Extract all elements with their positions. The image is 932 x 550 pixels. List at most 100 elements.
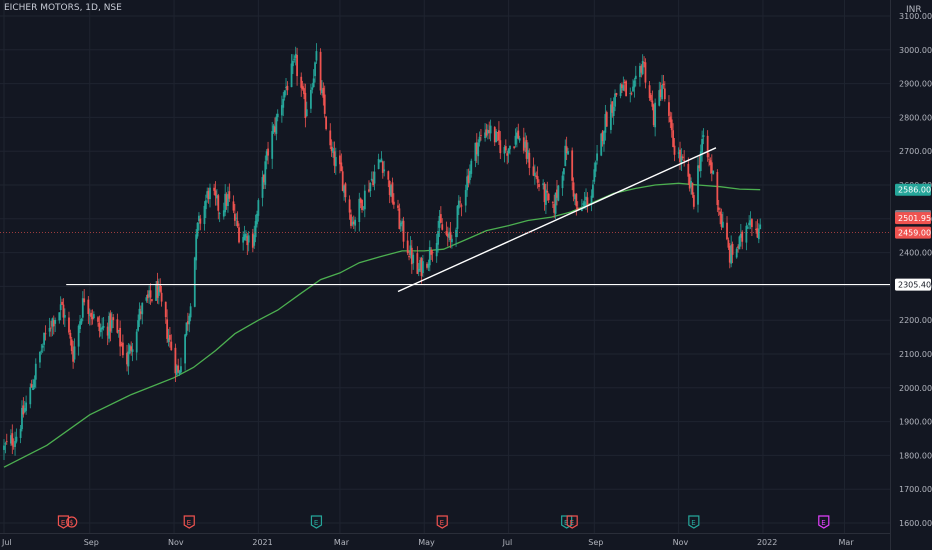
candle-body[interactable] [350, 214, 352, 226]
candle-body[interactable] [368, 189, 370, 192]
candle-body[interactable] [593, 169, 596, 182]
candle-body[interactable] [354, 219, 357, 226]
candle-body[interactable] [217, 195, 220, 211]
candle-body[interactable] [206, 191, 209, 198]
candle-body[interactable] [690, 181, 692, 187]
candle-body[interactable] [185, 322, 188, 336]
candle-body[interactable] [358, 198, 361, 222]
candle-body[interactable] [592, 184, 594, 198]
candle-body[interactable] [460, 205, 463, 207]
candle-body[interactable] [499, 140, 502, 154]
candle-body[interactable] [109, 313, 112, 332]
candle-body[interactable] [582, 203, 585, 205]
candle-body[interactable] [498, 130, 500, 141]
candle-body[interactable] [247, 235, 250, 243]
candle-body[interactable] [564, 145, 567, 167]
candle-body[interactable] [699, 151, 702, 172]
candle-body[interactable] [339, 155, 341, 165]
candle-body[interactable] [392, 201, 395, 205]
candle-body[interactable] [370, 178, 373, 181]
candle-body[interactable] [399, 222, 402, 227]
candle-body[interactable] [51, 318, 54, 327]
candle-body[interactable] [614, 93, 616, 107]
candle-body[interactable] [504, 146, 507, 151]
earnings-marker[interactable]: E [57, 515, 70, 529]
candle-body[interactable] [43, 332, 45, 345]
candle-body[interactable] [721, 221, 724, 228]
candle-body[interactable] [717, 207, 720, 210]
candle-body[interactable] [719, 211, 722, 215]
candle-body[interactable] [12, 445, 15, 447]
candle-body[interactable] [377, 159, 380, 170]
candle-body[interactable] [475, 142, 478, 155]
candle-body[interactable] [373, 171, 376, 184]
candle-body[interactable] [484, 132, 486, 139]
candle-body[interactable] [536, 176, 539, 183]
candle-body[interactable] [439, 214, 442, 223]
candle-body[interactable] [106, 326, 109, 336]
candle-body[interactable] [535, 175, 538, 178]
candle-body[interactable] [643, 62, 645, 64]
candle-body[interactable] [137, 320, 139, 331]
candle-body[interactable] [688, 174, 691, 189]
candle-body[interactable] [565, 146, 568, 154]
candle-body[interactable] [323, 94, 326, 114]
candle-body[interactable] [175, 365, 178, 375]
candle-body[interactable] [421, 261, 424, 274]
candle-body[interactable] [513, 146, 516, 148]
earnings-marker[interactable]: E [566, 515, 578, 529]
candle-body[interactable] [101, 327, 104, 330]
candle-body[interactable] [448, 232, 451, 239]
candle-body[interactable] [474, 142, 477, 161]
candle-body[interactable] [3, 445, 5, 450]
candle-body[interactable] [478, 136, 481, 143]
candle-body[interactable] [110, 319, 113, 329]
candle-body[interactable] [670, 119, 673, 131]
candle-body[interactable] [254, 221, 257, 238]
candle-body[interactable] [749, 220, 752, 226]
candle-body[interactable] [735, 248, 738, 258]
candle-body[interactable] [757, 228, 760, 240]
candle-body[interactable] [294, 53, 297, 59]
candle-body[interactable] [709, 160, 712, 166]
candle-body[interactable] [245, 233, 247, 238]
candle-body[interactable] [518, 138, 521, 141]
candle-body[interactable] [457, 200, 460, 209]
candle-body[interactable] [639, 66, 641, 77]
candle-body[interactable] [470, 160, 473, 174]
candle-body[interactable] [312, 78, 315, 88]
candle-body[interactable] [417, 268, 420, 272]
candle-body[interactable] [21, 407, 23, 430]
candle-body[interactable] [351, 222, 354, 225]
candle-body[interactable] [488, 129, 491, 133]
candle-body[interactable] [40, 350, 43, 352]
candle-body[interactable] [556, 189, 558, 198]
candle-body[interactable] [207, 190, 210, 200]
event-markers[interactable]: E $ E E E E E E E [57, 515, 830, 529]
candle-body[interactable] [716, 172, 719, 206]
candle-body[interactable] [554, 192, 557, 214]
candle-body[interactable] [177, 365, 180, 373]
candle-body[interactable] [464, 190, 467, 206]
candle-body[interactable] [135, 331, 138, 353]
candle-body[interactable] [605, 112, 608, 127]
candle-body[interactable] [528, 152, 531, 168]
candle-body[interactable] [157, 286, 160, 296]
candle-body[interactable] [706, 135, 709, 158]
candle-body[interactable] [361, 200, 363, 210]
candle-body[interactable] [253, 235, 256, 246]
candle-body[interactable] [634, 75, 637, 79]
candle-body[interactable] [138, 308, 141, 321]
candle-body[interactable] [272, 125, 275, 133]
candle-body[interactable] [477, 142, 480, 157]
candle-body[interactable] [344, 183, 347, 198]
candle-body[interactable] [710, 162, 713, 174]
candle-body[interactable] [167, 338, 170, 342]
candle-body[interactable] [506, 153, 509, 156]
candle-body[interactable] [503, 147, 506, 154]
candle-body[interactable] [117, 330, 120, 332]
candle-body[interactable] [168, 334, 171, 340]
candle-body[interactable] [720, 214, 723, 227]
candle-body[interactable] [257, 200, 260, 216]
candle-body[interactable] [146, 294, 149, 299]
